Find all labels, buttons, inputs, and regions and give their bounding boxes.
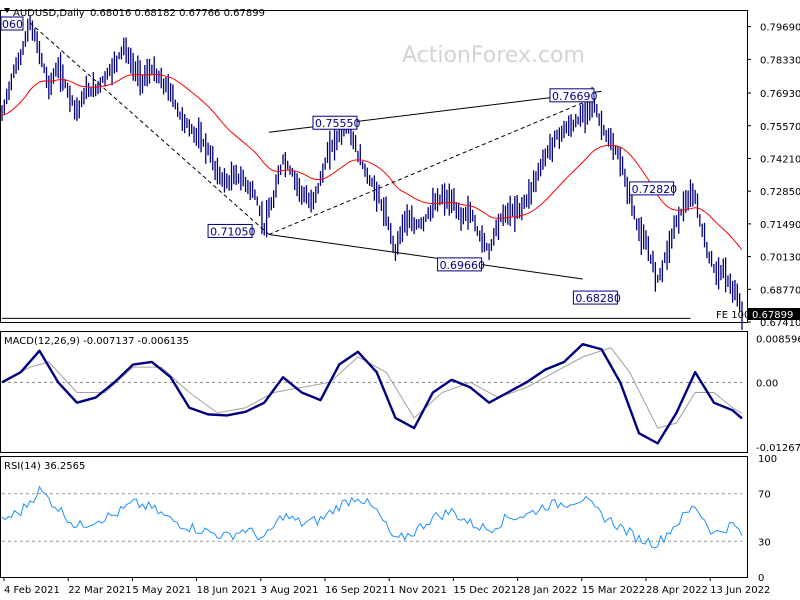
rsi-tick-label: 100 — [758, 454, 777, 465]
price-tick-label: 0.74210 — [760, 154, 800, 165]
x-tick-label: 16 Sep 2021 — [325, 585, 388, 596]
price-tick-label: 0.78330 — [760, 55, 800, 66]
rsi-line — [1, 485, 743, 549]
price-tick-label: 0.68770 — [760, 285, 800, 296]
price-annotation: 0.69660 — [440, 259, 486, 272]
watermark: ActionForex.com — [402, 43, 585, 68]
price-annotation-box — [629, 181, 675, 196]
x-tick-label: 1 Nov 2021 — [389, 585, 447, 596]
price-tick-label: 0.79690 — [760, 23, 800, 34]
x-tick-label: 18 Jun 2021 — [197, 585, 257, 596]
price-tick-label: 0.76930 — [760, 89, 800, 100]
macd-tick-label: 0.00 — [756, 378, 778, 389]
price-annotation: 0.71050 — [210, 225, 256, 238]
macd-header: MACD(12,26,9) -0.007137 -0.006135 — [4, 336, 189, 347]
price-layer: 0.71050 0.75550 0.76690 0.69660 0.72820 0.682… — [1, 15, 743, 330]
price-annotation-box — [572, 290, 618, 305]
x-tick-label: 22 Mar 2021 — [68, 585, 131, 596]
x-tick-label: 15 Dec 2021 — [453, 585, 517, 596]
macd-signal-line — [1, 347, 743, 429]
ohlc-values: 0.68016 0.68182 0.67766 0.67899 — [90, 8, 265, 19]
macd-tick-label: 0.008596 — [756, 335, 800, 346]
price-panel — [0, 10, 748, 323]
x-tick-label: 28 Apr 2022 — [646, 585, 708, 596]
price-annotation-box — [312, 115, 358, 130]
rsi-header: RSI(14) 36.2565 — [4, 461, 85, 472]
price-annotation: 0.76690 — [552, 90, 598, 103]
x-tick-label: 4 Feb 2021 — [4, 585, 60, 596]
price-tick-label: 0.67410 — [760, 318, 800, 329]
header: AUDUSD,Daily 0.68016 0.68182 0.67766 0.6… — [4, 8, 265, 19]
fe-label: FE 100.0 — [716, 310, 760, 321]
price-annotation-box — [549, 88, 595, 103]
price-tick-label: 0.72850 — [760, 187, 800, 198]
price-annotation: 0.68280 — [575, 292, 621, 305]
price-tick-label: 0.70130 — [760, 253, 800, 264]
price-tick-label: 0.71490 — [760, 220, 800, 231]
top-left-label-box — [0, 16, 24, 31]
x-tick-label: 5 May 2021 — [132, 585, 191, 596]
last-price-label: 0.67899 — [752, 310, 793, 321]
macd-layer — [1, 342, 743, 445]
price-annotation: 0.72820 — [632, 183, 678, 196]
price-annotation: 0.75550 — [315, 117, 361, 130]
x-tick-label: 3 Aug 2021 — [261, 585, 319, 596]
x-tick-label: 13 Jun 2022 — [710, 585, 770, 596]
x-tick-label: 28 Jan 2022 — [518, 585, 578, 596]
lower-channel-line — [268, 233, 583, 280]
symbol-label: AUDUSD,Daily — [13, 8, 85, 19]
axis-layer: 0.79690 0.78330 0.76930 0.75570 0.74210 0.728… — [3, 23, 800, 596]
macd-panel — [0, 331, 748, 453]
price-annotation-box — [437, 257, 483, 272]
x-tick-label: 15 Mar 2022 — [582, 585, 645, 596]
price-annotation-box — [207, 223, 253, 238]
last-price-box — [748, 308, 800, 320]
top-left-label: 060 — [2, 18, 23, 31]
price-tick-label: 0.75570 — [760, 122, 800, 133]
macd-main-line — [1, 342, 743, 445]
rsi-tick-label: 30 — [758, 537, 771, 548]
rsi-tick-label: 70 — [758, 490, 771, 501]
symbol-dropdown-icon[interactable] — [4, 8, 10, 13]
macd-tick-label: -0.01267 — [756, 443, 800, 454]
rsi-panel — [0, 456, 748, 578]
rsi-tick-label: 0 — [758, 573, 764, 584]
rsi-layer — [1, 485, 743, 549]
ema-line — [1, 73, 743, 251]
dashed-trend-up — [268, 98, 593, 235]
